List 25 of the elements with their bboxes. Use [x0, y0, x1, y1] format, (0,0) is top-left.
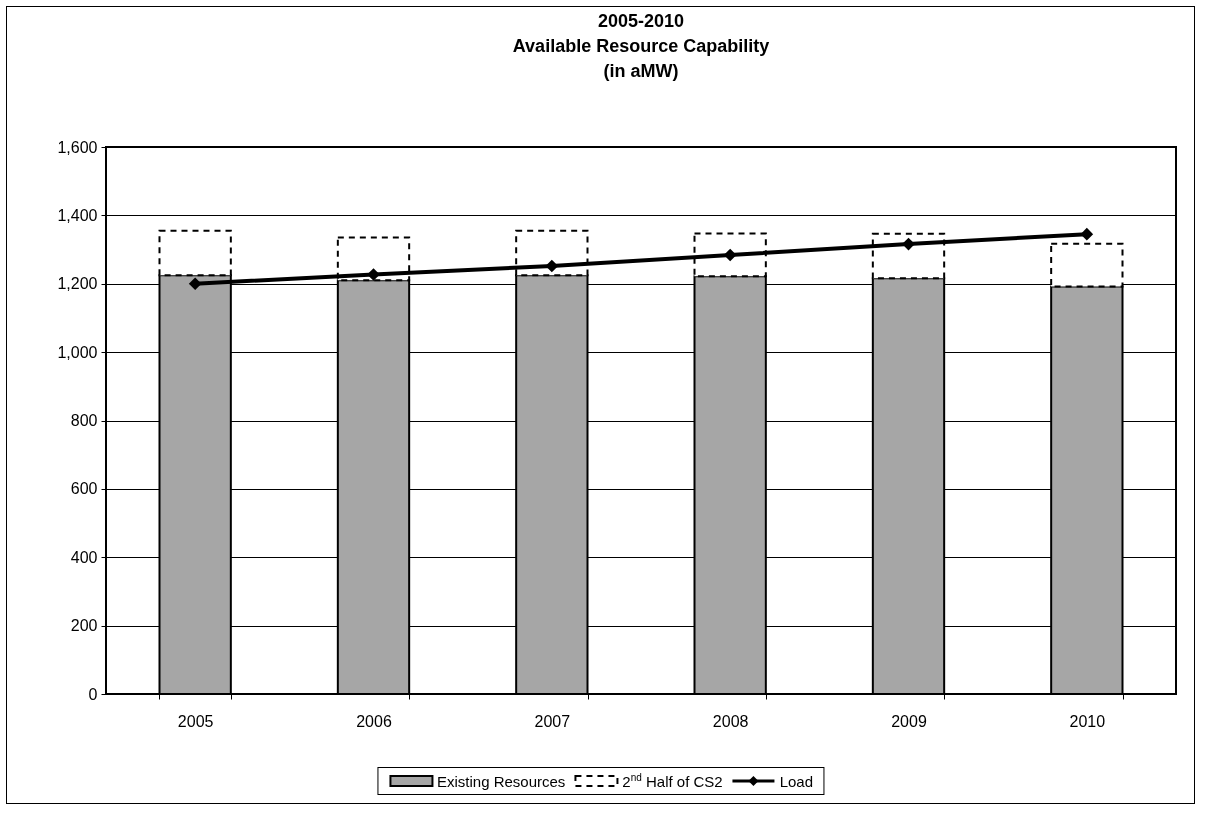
point: [545, 259, 559, 273]
y-tick-label: 1,400: [57, 206, 98, 224]
x-tick-label: 2008: [712, 712, 749, 730]
legend-label: 2$^{nd}$ Half of CS2: [622, 772, 723, 790]
point: [367, 268, 380, 281]
y-tick-label: 1,200: [57, 275, 98, 293]
x-tick-label: 2010: [1069, 712, 1106, 730]
x-tick-label: 2005: [177, 712, 214, 730]
point: [188, 277, 202, 291]
x-tick-label: 2006: [356, 712, 392, 730]
legend-label: Existing Resources: [436, 772, 566, 790]
y-tick-label: 1,600: [57, 138, 98, 156]
x-tick-label: 2009: [891, 712, 927, 730]
x-tick-label: 2007: [534, 712, 571, 730]
y-tick-label: 600: [70, 480, 98, 498]
point: [902, 237, 915, 251]
point: [1080, 227, 1094, 241]
y-tick-label: 0: [88, 685, 98, 703]
point: [723, 248, 737, 262]
y-tick-label: 400: [70, 548, 98, 566]
y-tick-label: 800: [70, 412, 98, 429]
chart-title: 2005-2010 Available Resource Capability (in aMW): [512, 11, 770, 81]
y-tick-label: 1,000: [57, 343, 98, 361]
legend-label: Load: [779, 772, 814, 790]
y-tick-label: 200: [70, 617, 98, 635]
